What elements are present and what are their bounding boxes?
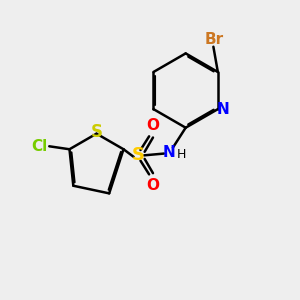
Text: H: H [177,148,187,161]
Text: N: N [163,146,176,160]
Text: S: S [132,146,145,164]
Text: Br: Br [204,32,224,47]
Text: O: O [146,178,160,193]
Text: S: S [91,123,103,141]
Text: Cl: Cl [32,139,48,154]
Text: N: N [217,102,230,117]
Text: O: O [146,118,160,133]
